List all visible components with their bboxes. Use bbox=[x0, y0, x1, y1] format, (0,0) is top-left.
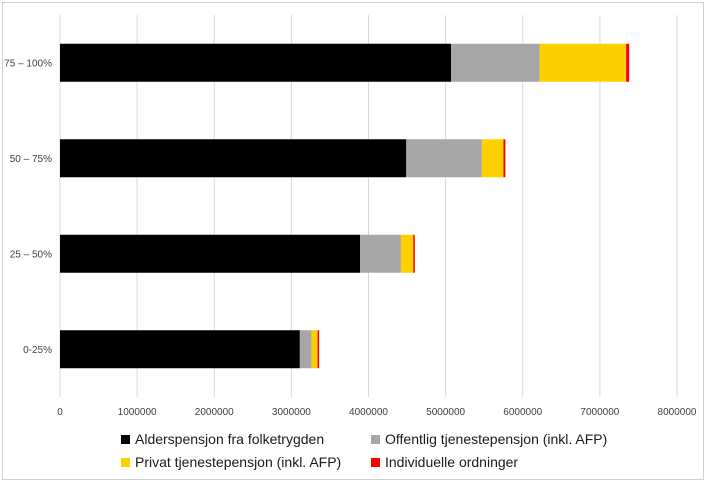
legend-swatch-offentlig bbox=[371, 434, 380, 444]
y-tick-label-3: 0-25% bbox=[23, 345, 52, 356]
legend-item-alderspensjon: Alderspensjon fra folketrygden bbox=[121, 431, 371, 447]
y-tick-label-0: 75 – 100% bbox=[4, 58, 52, 69]
bar-segment-0-2 bbox=[539, 43, 627, 82]
bar-segment-3-2 bbox=[311, 330, 318, 369]
legend-label-individuelle: Individuelle ordninger bbox=[385, 454, 519, 470]
bar-segment-3-1 bbox=[299, 330, 312, 369]
y-tick-label-1: 50 – 75% bbox=[10, 154, 52, 165]
legend-item-individuelle: Individuelle ordninger bbox=[371, 454, 671, 470]
x-tick-label-5: 5000000 bbox=[426, 407, 465, 418]
x-tick-label-4: 4000000 bbox=[349, 407, 388, 418]
bar-segment-2-2 bbox=[400, 234, 414, 273]
bar-segment-3-0 bbox=[60, 330, 300, 369]
legend-item-offentlig: Offentlig tjenestepensjon (inkl. AFP) bbox=[371, 431, 671, 447]
chart-frame: 75 – 100% 50 – 75% 25 – 50% 0-25% 0 1000000 20… bbox=[2, 2, 704, 480]
legend-label-alderspensjon: Alderspensjon fra folketrygden bbox=[135, 431, 325, 447]
legend: Alderspensjon fra folketrygden Offentlig… bbox=[121, 431, 681, 470]
legend-swatch-privat bbox=[121, 457, 130, 467]
legend-label-privat: Privat tjenestepensjon (inkl. AFP) bbox=[135, 454, 342, 470]
bar-segment-0-0 bbox=[60, 43, 452, 82]
bar-segment-2-1 bbox=[360, 234, 401, 273]
bar-segment-1-3 bbox=[503, 139, 506, 178]
bar-segment-0-3 bbox=[626, 43, 630, 82]
x-tick-label-6: 6000000 bbox=[503, 407, 542, 418]
bar-segment-1-1 bbox=[406, 139, 482, 178]
bar-segment-1-2 bbox=[481, 139, 504, 178]
legend-label-offentlig: Offentlig tjenestepensjon (inkl. AFP) bbox=[385, 431, 608, 447]
y-tick-label-2: 25 – 50% bbox=[10, 249, 52, 260]
bar-segment-2-3 bbox=[413, 234, 415, 273]
legend-swatch-alderspensjon bbox=[121, 434, 130, 444]
bar-segment-1-0 bbox=[60, 139, 407, 178]
x-tick-label-1: 1000000 bbox=[118, 407, 157, 418]
bar-segment-2-0 bbox=[60, 234, 361, 273]
bar-segment-3-3 bbox=[317, 330, 320, 369]
x-tick-label-2: 2000000 bbox=[195, 407, 234, 418]
bar-segment-0-1 bbox=[451, 43, 540, 82]
x-tick-label-8: 8000000 bbox=[658, 407, 697, 418]
legend-item-privat: Privat tjenestepensjon (inkl. AFP) bbox=[121, 454, 371, 470]
stacked-bar-chart: 75 – 100% 50 – 75% 25 – 50% 0-25% 0 1000000 20… bbox=[4, 15, 697, 418]
x-tick-label-7: 7000000 bbox=[580, 407, 619, 418]
x-tick-label-3: 3000000 bbox=[272, 407, 311, 418]
legend-swatch-individuelle bbox=[371, 457, 380, 467]
x-tick-label-0: 0 bbox=[57, 407, 63, 418]
